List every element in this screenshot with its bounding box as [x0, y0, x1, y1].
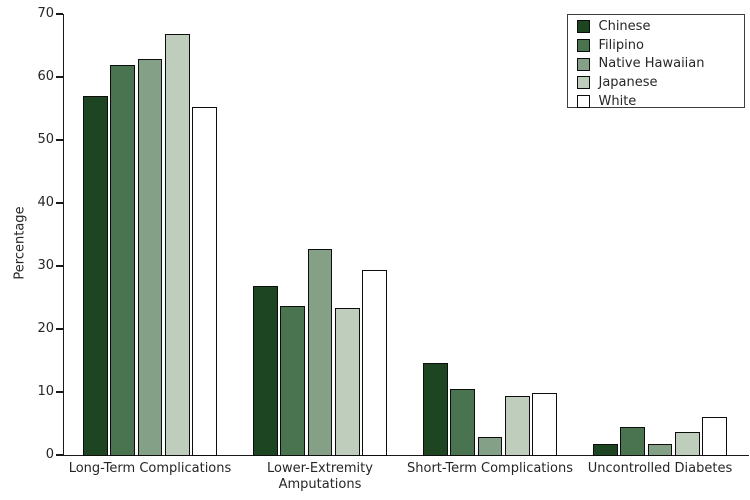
legend-entry-white: White: [576, 92, 744, 111]
y-tick-mark-10: [56, 391, 63, 393]
legend: Chinese Filipino Native Hawaiian Japanese Wh…: [566, 14, 745, 111]
y-tick-mark-50: [56, 139, 63, 141]
y-axis-spine: [62, 14, 65, 456]
bar-native-hawaiian-lower-extremity: [307, 248, 333, 457]
legend-label-japanese: Japanese: [598, 74, 658, 90]
y-tick-label-50: 50: [37, 132, 54, 147]
bar-filipino-uncontrolled-diabetes: [620, 426, 646, 457]
y-tick-mark-70: [56, 13, 63, 15]
y-tick-label-10: 10: [37, 384, 54, 399]
x-tick-label-lower-extremity: Lower-Extremity Amputations: [267, 461, 373, 492]
bar-native-hawaiian-long-term-complications: [137, 58, 163, 457]
legend-label-chinese: Chinese: [598, 18, 651, 34]
x-tick-label-short-term-complications: Short-Term Complications: [407, 461, 573, 476]
y-tick-mark-40: [56, 202, 63, 204]
legend-swatch-filipino: [576, 39, 590, 53]
y-tick-mark-60: [56, 76, 63, 78]
y-tick-label-40: 40: [37, 195, 54, 210]
x-axis-spine: [62, 454, 749, 456]
y-tick-mark-30: [56, 265, 63, 267]
bar-japanese-uncontrolled-diabetes: [674, 431, 700, 457]
bar-chinese-lower-extremity: [253, 286, 278, 457]
legend-label-filipino: Filipino: [598, 37, 644, 53]
y-tick-label-30: 30: [37, 258, 54, 273]
y-tick-label-0: 0: [45, 447, 54, 462]
legend-entry-filipino: Filipino: [576, 36, 744, 55]
bar-japanese-short-term-complications: [504, 395, 530, 457]
bar-japanese-lower-extremity: [334, 307, 360, 457]
bar-native-hawaiian-short-term-complications: [477, 436, 503, 457]
bar-white-short-term-complications: [532, 393, 557, 457]
bar-filipino-long-term-complications: [110, 65, 136, 457]
bar-white-lower-extremity: [362, 269, 387, 457]
bar-chinese-uncontrolled-diabetes: [593, 443, 618, 457]
x-tick-label-uncontrolled-diabetes: Uncontrolled Diabetes: [587, 461, 733, 476]
y-tick-mark-20: [56, 328, 63, 330]
legend-swatch-japanese: [576, 76, 590, 90]
legend-entry-japanese: Japanese: [576, 74, 744, 93]
bar-chinese-long-term-complications: [83, 95, 108, 457]
bar-chinese-short-term-complications: [423, 363, 448, 457]
legend-label-white: White: [598, 93, 637, 109]
bar-japanese-long-term-complications: [164, 34, 190, 457]
bar-white-uncontrolled-diabetes: [702, 416, 727, 457]
legend-swatch-native-hawaiian: [576, 57, 590, 71]
bar-native-hawaiian-uncontrolled-diabetes: [647, 443, 673, 457]
y-tick-label-70: 70: [37, 6, 54, 21]
legend-swatch-chinese: [576, 20, 590, 34]
y-tick-label-60: 60: [37, 69, 54, 84]
bar-filipino-short-term-complications: [450, 389, 476, 457]
legend-label-native-hawaiian: Native Hawaiian: [598, 56, 705, 72]
legend-entry-native-hawaiian: Native Hawaiian: [576, 55, 744, 74]
bar-filipino-lower-extremity: [280, 305, 306, 457]
legend-entry-chinese: Chinese: [576, 18, 744, 37]
x-tick-label-long-term-complications: Long-Term Complications: [68, 461, 232, 476]
legend-swatch-white: [576, 95, 590, 109]
bar-white-long-term-complications: [192, 106, 217, 457]
y-tick-label-20: 20: [37, 321, 54, 336]
y-tick-mark-0: [56, 454, 63, 456]
